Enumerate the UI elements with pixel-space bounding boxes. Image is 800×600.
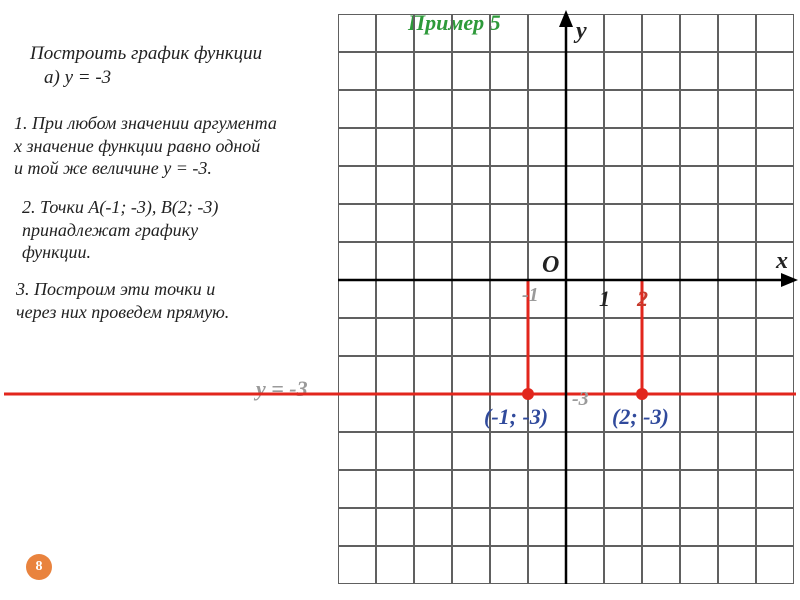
y-axis-label: у bbox=[576, 18, 587, 45]
tick-minus3: -3 bbox=[572, 390, 588, 409]
tick-two: 2 bbox=[637, 286, 648, 312]
x-axis-label: х bbox=[776, 248, 788, 275]
point-label-a: (-1; -3) bbox=[484, 404, 548, 430]
point-a-dot bbox=[522, 388, 534, 400]
chart-overlay bbox=[0, 0, 800, 600]
point-label-b: (2; -3) bbox=[612, 404, 669, 430]
point-b-dot bbox=[636, 388, 648, 400]
origin-label: О bbox=[542, 252, 559, 279]
tick-one: 1 bbox=[599, 286, 610, 312]
tick-minus1: -1 bbox=[522, 286, 538, 305]
